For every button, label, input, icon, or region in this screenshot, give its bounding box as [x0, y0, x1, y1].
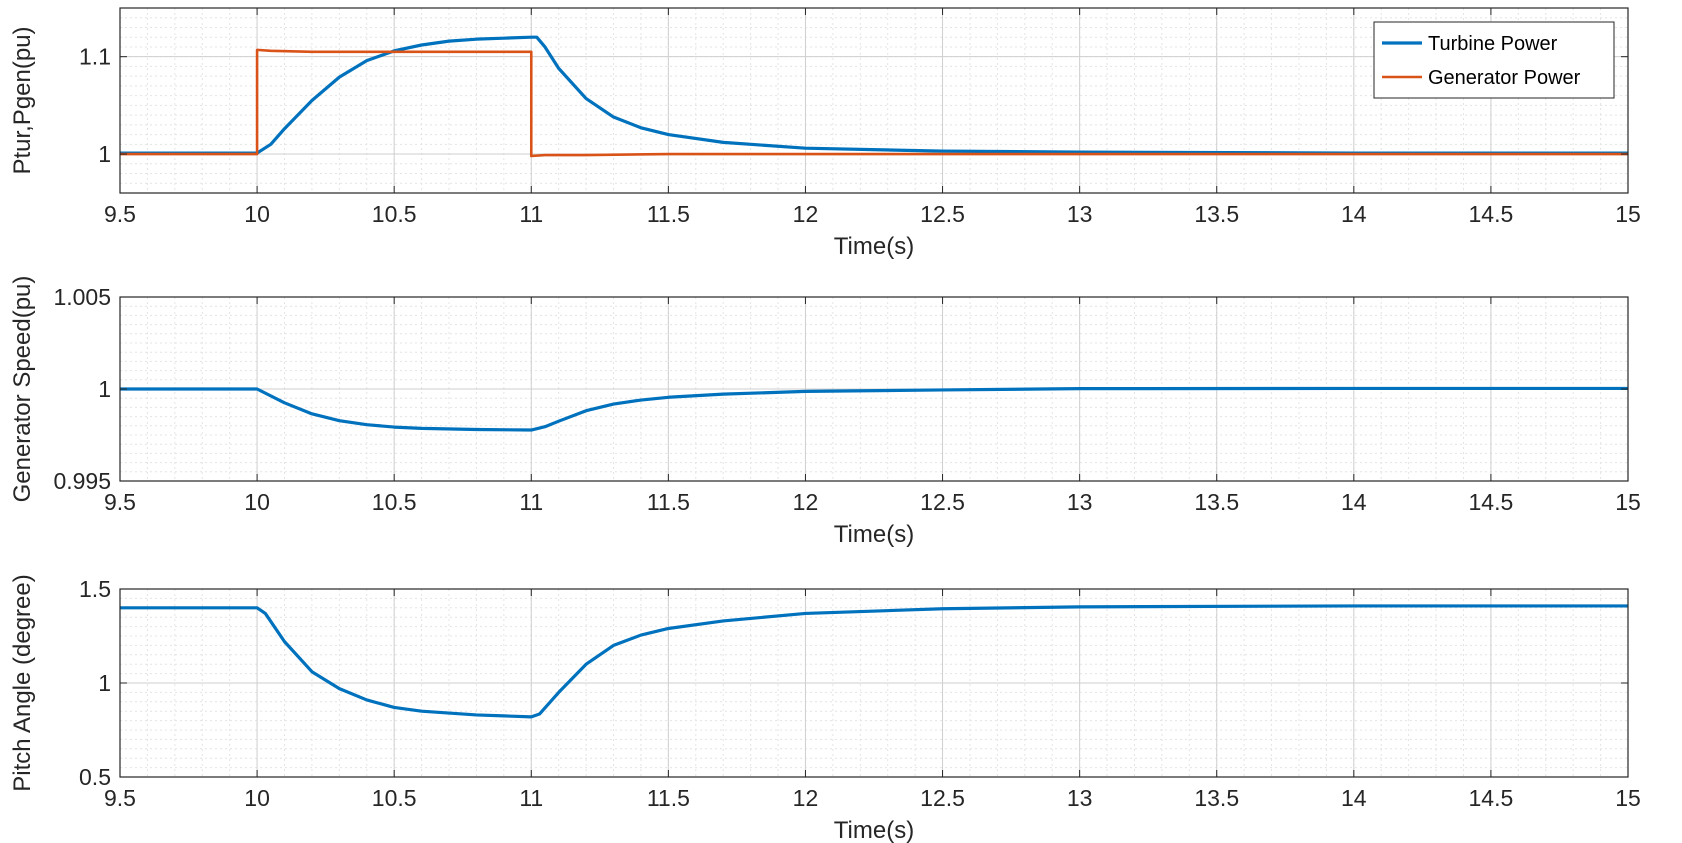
legend-label-turbine-power: Turbine Power [1428, 33, 1558, 55]
x-tick-label: 13 [1067, 489, 1093, 515]
x-tick-label: 12 [793, 489, 819, 515]
y-tick-label: 1 [98, 376, 111, 402]
generator-power-line [120, 48, 1628, 158]
x-tick-label: 14.5 [1469, 201, 1514, 227]
generator-speed-chart: 9.5 10 10.5 11 11.5 12 12.5 13 13.5 14 14.5 15 0.995… [9, 276, 1641, 548]
legend-label-generator-power: Generator Power [1428, 67, 1581, 89]
x-tick-label: 14.5 [1469, 489, 1514, 515]
y-tick-label: 1 [98, 141, 111, 167]
x-tick-label: 12 [793, 201, 819, 227]
x-tick-label: 12 [793, 785, 819, 811]
x-tick-label: 13 [1067, 785, 1093, 811]
y-tick-label: 1 [98, 670, 111, 696]
x-tick-label: 9.5 [104, 489, 136, 515]
x-tick-label: 11 [519, 201, 543, 227]
x-tick-label: 15 [1615, 785, 1641, 811]
series-0-line [120, 386, 1628, 432]
axes-box [119, 7, 1629, 194]
x-tick-label: 9.5 [104, 201, 136, 227]
x-tick-label: 12.5 [920, 489, 965, 515]
y-axis-label: Generator Speed(pu) [9, 276, 36, 503]
x-tick-label: 11 [519, 785, 543, 811]
x-tick-label: 10 [244, 785, 270, 811]
x-tick-label: 9.5 [104, 785, 136, 811]
y-tick-label: 1.1 [79, 44, 111, 70]
x-tick-label: 13.5 [1194, 489, 1239, 515]
x-tick-label: 10.5 [372, 489, 417, 515]
x-tick-label: 11.5 [647, 785, 690, 811]
y-tick-label: 0.5 [79, 764, 111, 790]
y-tick-label: 1.005 [53, 284, 111, 310]
x-axis-label: Time(s) [834, 233, 914, 260]
x-tick-label: 14.5 [1469, 785, 1514, 811]
x-tick-label: 14 [1341, 201, 1367, 227]
x-tick-label: 10.5 [372, 785, 417, 811]
x-axis-label: Time(s) [834, 817, 914, 843]
x-tick-label: 10 [244, 489, 270, 515]
x-tick-label: 13 [1067, 201, 1093, 227]
x-tick-label: 11 [519, 489, 543, 515]
y-axis-label: Ptur,Pgen(pu) [9, 26, 36, 174]
x-tick-label: 15 [1615, 489, 1641, 515]
power-chart: 9.5 10 10.5 11 11.5 12 12.5 13 13.5 14 14.5 15 1 1.1 T… [9, 7, 1641, 260]
x-axis-label: Time(s) [834, 521, 914, 548]
pitch-angle-chart: 9.5 10 10.5 11 11.5 12 12.5 13 13.5 14 14.5 150.511… [9, 574, 1641, 843]
x-tick-label: 11.5 [647, 201, 690, 227]
x-tick-label: 15 [1615, 201, 1641, 227]
x-tick-label: 13.5 [1194, 201, 1239, 227]
y-tick-label: 1.5 [79, 576, 111, 602]
x-tick-label: 14 [1341, 489, 1367, 515]
legend-box [1373, 21, 1615, 99]
x-tick-label: 14 [1341, 785, 1367, 811]
turbine-power-line [120, 35, 1628, 155]
legend: Turbine Power Generator Power [1373, 21, 1615, 99]
x-tick-label: 12.5 [920, 201, 965, 227]
y-tick-label: 0.995 [53, 468, 111, 494]
x-tick-label: 10 [244, 201, 270, 227]
y-axis-label: Pitch Angle (degree) [9, 574, 36, 791]
x-tick-label: 13.5 [1194, 785, 1239, 811]
x-tick-label: 12.5 [920, 785, 965, 811]
x-tick-label: 11.5 [647, 489, 690, 515]
series-0-line [120, 604, 1628, 719]
x-tick-label: 10.5 [372, 201, 417, 227]
